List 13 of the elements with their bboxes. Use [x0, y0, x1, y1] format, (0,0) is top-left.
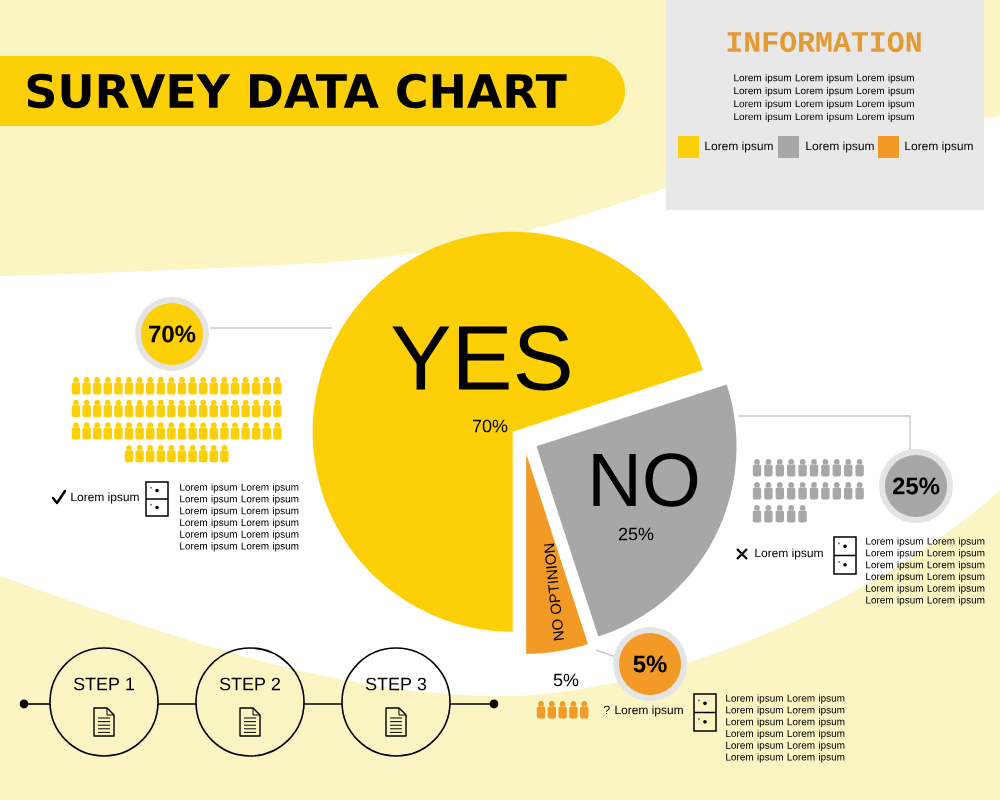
text: INFORMATION: [727, 31, 921, 53]
slice-label: YES: [392, 325, 570, 391]
text: 25%: [892, 477, 940, 495]
text: STEP 2: [219, 677, 280, 691]
text: STEP 3: [365, 677, 427, 691]
chart-title: SURVEY DATA CHART: [27, 73, 567, 109]
text: 70%: [149, 325, 196, 343]
slice-label: NO: [593, 453, 698, 507]
data-label: 70%: [472, 419, 508, 433]
text: STEP 1: [73, 677, 135, 691]
data-label: 5%: [553, 673, 579, 687]
text: 5%: [633, 655, 667, 673]
data-label: 25%: [618, 527, 654, 541]
